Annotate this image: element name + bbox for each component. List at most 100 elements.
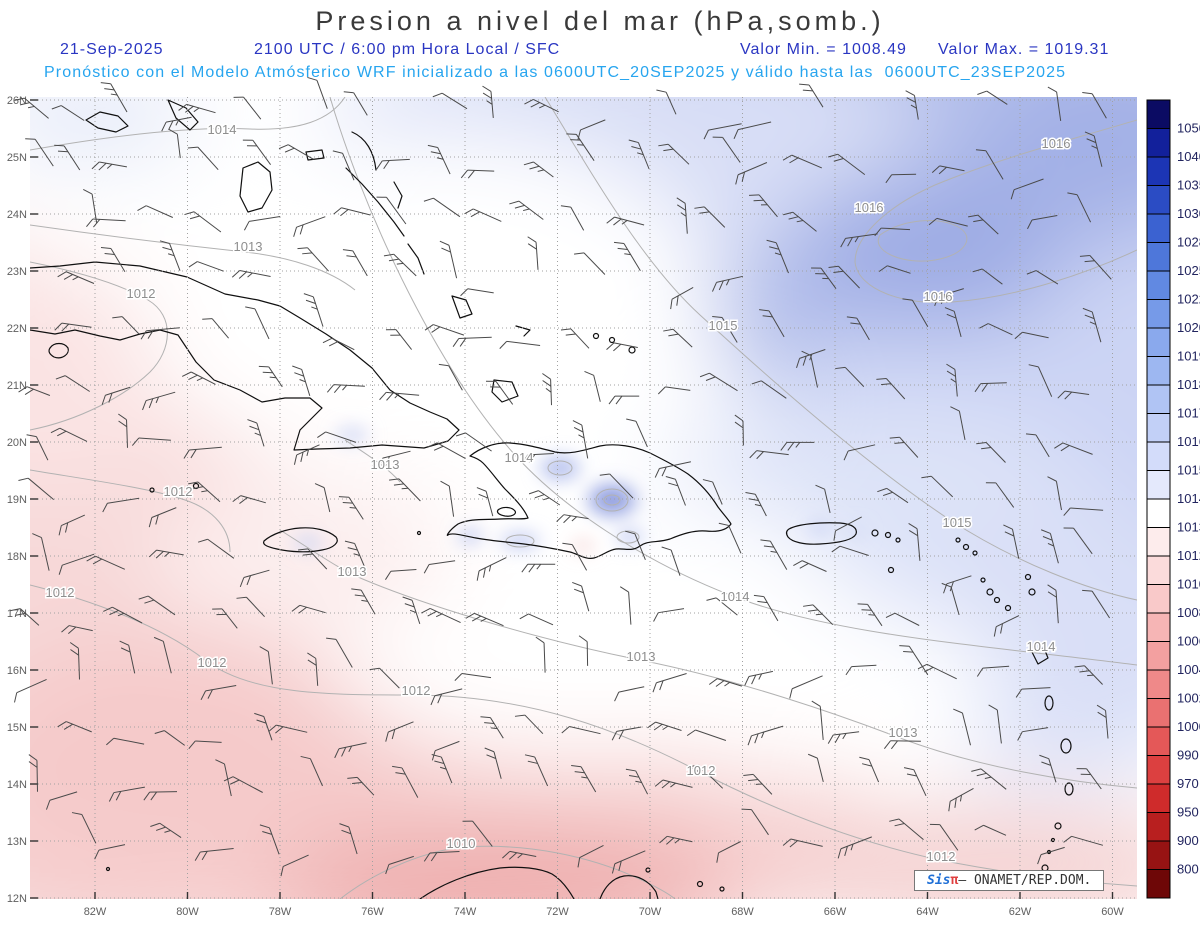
wind-barb [233,96,262,120]
isobar-1015 [544,97,1137,601]
contour-label: 1012 [46,585,75,600]
wind-barb [376,196,407,225]
wind-barb [934,288,964,307]
wind-barb [1017,727,1049,741]
lat-label: 18N [7,551,27,563]
wind-barb [556,514,589,524]
lat-label: 16N [7,665,27,677]
wind-barb [663,328,693,348]
wind-barb [741,808,769,836]
colorbar-cell [1146,869,1171,899]
colorbar-cell [1146,242,1171,272]
colorbar-label: 1015 [1177,463,1200,478]
wind-barb [1047,476,1062,511]
min-value-label: Valor Min. = 1008.49 [740,41,907,58]
wind-barb [658,143,690,165]
wind-barb [921,475,954,498]
wind-barb [194,848,234,861]
coastline-isla-juventud [48,342,69,359]
wind-barb [751,380,787,399]
contour-label: 1012 [687,763,716,778]
lat-label: 12N [7,893,27,905]
lat-label: 22N [7,323,27,335]
wind-barb [599,473,634,499]
colorbar-cell [1146,812,1171,842]
wind-barb [885,612,920,626]
wind-barb [877,487,909,504]
wind-barb [699,372,738,392]
wind-barb [654,461,692,478]
wind-barb [231,269,271,279]
wind-barb [245,306,270,340]
wind-barb [749,194,778,218]
wind-barb [654,779,693,789]
colorbar-cell [1146,755,1171,785]
wind-barb [524,99,559,113]
colorbar-cell [1146,299,1171,329]
wind-barb [885,173,917,184]
lon-label: 62W [1009,906,1032,918]
colorbar-label: 1017 [1177,406,1200,421]
coastline-south-america [419,866,659,899]
wind-barb [527,236,539,270]
wind-barb [712,315,738,343]
wind-barb [708,678,743,687]
wind-barb [876,377,906,400]
wind-barb [711,275,744,292]
wind-barb [202,318,229,339]
colorbar-label: 1035 [1177,178,1200,193]
colorbar: 1050 1040 1035 1030 1028 1025 1022 1020 1019 1018… [1146,99,1200,899]
wind-barb [376,158,410,170]
wind-barb [378,450,411,468]
wind-barb [303,293,324,327]
wind-barb [735,162,768,185]
wind-barb [561,726,601,735]
wind-barb [462,820,493,847]
wind-barb [188,261,224,272]
wind-barb [326,384,365,394]
wind-barb [828,265,860,289]
wind-barb [343,91,368,116]
grid: 26N 25N 24N 23N 22N 21N 20N 19N 18N 17N 16N 15N 14N 1… [7,95,1137,918]
wind-barb [385,721,414,742]
brand-pi-icon: π [950,873,959,888]
wind-barb [57,721,92,733]
wind-barb [676,197,688,234]
wind-barb [560,328,590,349]
wind-barb [440,480,455,517]
wind-barb [703,123,742,140]
wind-barb [950,406,966,440]
wind-barb [745,492,767,517]
wind-barb [811,700,824,740]
lat-label: 19N [7,494,27,506]
lat-label: 14N [7,779,27,791]
wind-barb [566,133,595,161]
isobar-1014 [329,97,1137,666]
lat-label: 15N [7,722,27,734]
wind-barb [326,637,353,668]
colorbar-label: 1025 [1177,263,1200,278]
wind-barb [889,818,924,840]
wind-barb [789,675,823,699]
wind-barb [560,205,585,231]
wind-barb [389,478,421,502]
wind-barb [239,569,270,588]
lon-label: 72W [546,906,569,918]
wind-barb [58,553,95,575]
contour-label: 1013 [889,725,918,740]
wind-barb [833,516,862,541]
wind-barb [45,791,78,810]
colorbar-label: 1016 [1177,434,1200,449]
colorbar-label: 1008 [1177,605,1200,620]
wind-barb [803,604,834,626]
wind-barb [476,487,494,517]
wind-barb [293,444,320,465]
wind-barb [953,708,971,746]
wind-barb [976,665,1010,677]
wind-barb [611,726,642,741]
wind-barb [509,200,544,220]
contour-labels: 1014 1016 1016 1013 1012 1016 1015 1013 1014 1012… [44,121,1072,866]
wind-barb [100,246,126,272]
wind-barb [523,161,554,178]
